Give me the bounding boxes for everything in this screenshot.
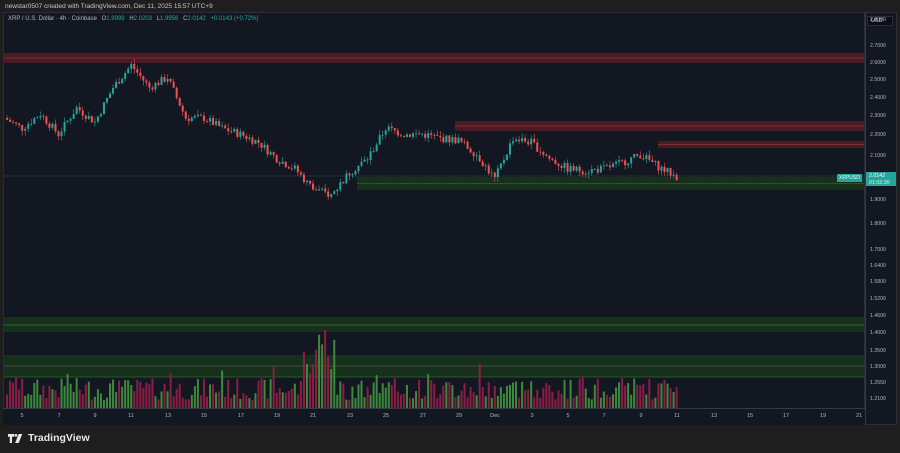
price-tick: 1.6400 [870,263,886,269]
price-tick: 1.4000 [870,330,886,336]
time-tick: 5 [20,413,24,419]
time-tick: 13 [710,413,718,419]
time-tick: 17 [237,413,245,419]
price-tick: 1.3500 [870,348,886,354]
time-tick: 9 [639,413,643,419]
tradingview-logo-icon [8,433,23,443]
bar-countdown: 01:02:30 [869,179,890,186]
price-tick: 2.1000 [870,153,886,159]
close-value: 2.0142 [187,16,206,22]
candlestick-chart [4,53,864,408]
time-tick: 29 [455,413,463,419]
time-tick: 13 [164,413,172,419]
time-tick: 23 [346,413,354,419]
symbol-price-label: XRPUSD [837,174,862,182]
time-tick: 9 [93,413,97,419]
time-tick: 5 [566,413,570,419]
tradingview-logo[interactable]: TradingView [8,432,90,444]
price-tick: 2.6000 [870,60,886,66]
price-tick: 2.8000 [870,17,886,23]
low-label: L [156,16,161,22]
time-tick: 15 [746,413,754,419]
price-tick: 1.7000 [870,247,886,253]
time-tick: 7 [602,413,606,419]
time-tick: 17 [782,413,790,419]
price-axis[interactable] [865,12,897,425]
price-tick: 1.3000 [870,364,886,370]
current-price: 2.0142 [869,173,886,179]
time-axis[interactable] [3,408,865,425]
time-tick: 15 [200,413,208,419]
close-label: C [183,16,188,22]
time-tick: 19 [819,413,827,419]
price-tick: 1.4600 [870,313,886,319]
price-tick: 1.2100 [870,396,886,402]
current-price-tag: 2.0142 01:02:30 [866,172,896,186]
time-tick: Dec [490,413,500,419]
time-tick: 11 [128,413,134,419]
low-value: 1.9956 [160,16,179,22]
symbol-title: XRP / U.S. Dollar · 4h · Coinbase [8,16,97,22]
time-tick: 3 [530,413,534,419]
high-value: 2.0203 [133,16,153,22]
price-tick: 1.5200 [870,296,886,302]
time-tick: 21 [309,413,317,419]
currency-selector[interactable]: USD [867,16,893,26]
price-tick: 2.7000 [870,43,886,49]
price-tick: 2.2000 [870,132,886,138]
brand-name: TradingView [28,432,90,444]
symbol-legend[interactable]: XRP / U.S. Dollar · 4h · Coinbase O1.999… [8,16,261,22]
time-tick: 7 [57,413,61,419]
time-tick: 11 [674,413,680,419]
high-label: H [129,16,134,22]
footer [0,425,900,453]
change-value: +0.0143 (+0.72%) [210,16,259,22]
price-tick: 1.5800 [870,279,886,285]
open-label: O [101,16,107,22]
price-tick: 1.8000 [870,221,886,227]
time-tick: 19 [273,413,281,419]
price-tick: 1.9000 [870,197,886,203]
time-tick: 25 [382,413,390,419]
price-tick: 2.4000 [870,95,886,101]
price-tick: 1.2550 [870,380,886,386]
price-tick: 2.3000 [870,113,886,119]
price-tick: 2.5000 [870,77,886,83]
open-value: 1.9999 [106,16,125,22]
time-tick: 27 [419,413,427,419]
chart-caption: newstar0507 created with TradingView.com… [0,0,900,14]
time-tick: 21 [855,413,863,419]
volume-zone-1 [4,317,864,332]
